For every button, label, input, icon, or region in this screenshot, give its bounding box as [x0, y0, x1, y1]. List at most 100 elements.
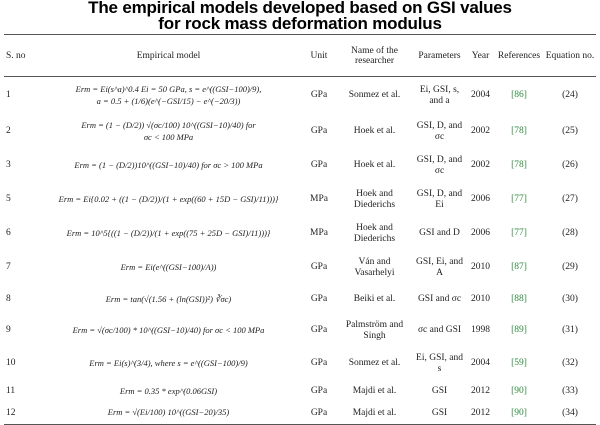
- cell-equation-text: (32): [562, 358, 578, 368]
- reference-link[interactable]: [77]: [511, 194, 527, 204]
- cell-reference: [77]: [494, 217, 544, 251]
- cell-year: 2012: [467, 402, 494, 425]
- cell-unit-text: GPa: [310, 126, 328, 136]
- cell-parameters-text: GSI: [431, 386, 448, 396]
- cell-researcher-text: Hoek et al.: [353, 160, 396, 170]
- cell-year-text: 2012: [471, 407, 490, 418]
- header-year: Year: [467, 34, 494, 77]
- reference-link[interactable]: [90]: [511, 386, 527, 396]
- table-row: 11 Erm = 0.35 * exp^(0.06GSI) GPa Majdi et …: [4, 381, 596, 403]
- cell-parameters: GSI, Ei, and A: [412, 251, 467, 285]
- cell-researcher: Ván and Vasarhelyi: [337, 251, 412, 285]
- cell-reference: [86]: [494, 77, 544, 115]
- cell-no-text: 9: [6, 325, 11, 335]
- cell-unit: GPa: [301, 77, 337, 115]
- cell-model-text: Erm = Ei(e^((GSI−100)/A)): [120, 261, 217, 272]
- cell-parameters-text: Ei: [435, 199, 444, 210]
- cell-year-text: 2010: [471, 294, 490, 304]
- cell-equation: (32): [544, 347, 596, 381]
- cell-model: Erm = 0.35 * exp^(0.06GSI): [36, 381, 301, 403]
- reference-link[interactable]: [89]: [511, 325, 527, 335]
- cell-model-text: Erm = Ei{0.02 + ((1 − (D/2))/(1 + exp((6…: [58, 193, 279, 204]
- cell-unit-text: GPa: [310, 358, 328, 368]
- cell-parameters: GSI, D, and Ei: [412, 183, 467, 217]
- cell-parameters: GSI and σc: [412, 285, 467, 315]
- cell-unit: GPa: [301, 315, 337, 347]
- cell-researcher: Sonmez et al.: [337, 77, 412, 115]
- table-row: 12 Erm = √(Ei/100) 10^((GSI−20)/35) GPa Maj…: [4, 402, 596, 425]
- cell-equation: (34): [544, 402, 596, 425]
- cell-unit: GPa: [301, 347, 337, 381]
- reference-link[interactable]: [78]: [511, 126, 527, 136]
- cell-no-text: 2: [6, 126, 11, 136]
- cell-reference: [87]: [494, 251, 544, 285]
- cell-unit-text: MPa: [310, 228, 328, 238]
- page-title: The empirical models developed based on …: [0, 0, 600, 32]
- cell-no: 7: [4, 251, 36, 285]
- cell-reference: [90]: [494, 381, 544, 403]
- cell-no-text: 3: [6, 160, 11, 170]
- cell-reference: [88]: [494, 285, 544, 315]
- cell-researcher: Hoek and Diederichs: [337, 183, 412, 217]
- cell-no-text: 11: [6, 386, 16, 396]
- cell-parameters-text: GSI, D, and: [416, 154, 463, 165]
- table-row: 2 Erm = (1 − (D/2)) √(σc/100) 10^((GSI−10…: [4, 115, 596, 149]
- cell-equation-text: (26): [562, 160, 578, 170]
- cell-unit-text: GPa: [310, 386, 328, 396]
- cell-year: 2002: [467, 149, 494, 183]
- cell-parameters-text: σc and GSI: [417, 325, 462, 335]
- header-row: S. no Empirical model Unit Name of the r…: [4, 34, 596, 77]
- cell-model-text: σc < 100 MPa: [143, 131, 194, 142]
- cell-no-text: 12: [6, 407, 16, 418]
- cell-model: Erm = (1 − (D/2))10^((GSI−10)/40) for σc…: [36, 149, 301, 183]
- reference-link[interactable]: [77]: [511, 228, 527, 238]
- cell-year: 2004: [467, 77, 494, 115]
- cell-model: Erm = Ei(s^a)^0.4 Ei = 50 GPa, s = e^((G…: [36, 77, 301, 115]
- reference-link[interactable]: [86]: [511, 90, 527, 101]
- cell-no-text: 7: [6, 262, 11, 272]
- reference-link[interactable]: [87]: [511, 262, 527, 272]
- cell-parameters-text: Ei, GSI, s,: [419, 84, 460, 95]
- cell-researcher-text: Sonmez et al.: [348, 358, 401, 368]
- header-researcher: Name of the researcher: [337, 34, 412, 77]
- cell-year: 2002: [467, 115, 494, 149]
- cell-researcher: Palmström and Singh: [337, 315, 412, 347]
- cell-unit: MPa: [301, 217, 337, 251]
- cell-year: 2010: [467, 251, 494, 285]
- cell-model-text: Erm = 0.35 * exp^(0.06GSI): [119, 385, 218, 396]
- cell-year-text: 2002: [471, 160, 490, 170]
- cell-researcher: Majdi et al.: [337, 381, 412, 403]
- reference-link[interactable]: [59]: [511, 358, 527, 368]
- cell-researcher-text: Hoek and: [356, 188, 393, 199]
- reference-link[interactable]: [90]: [511, 407, 527, 418]
- cell-year-text: 2002: [471, 126, 490, 136]
- cell-model-text: a = 0.5 + (1/6)(e^(−GSI/15) − e^(−20/3)): [96, 95, 241, 106]
- cell-no-text: 8: [6, 294, 11, 304]
- reference-link[interactable]: [88]: [511, 294, 527, 304]
- reference-link[interactable]: [78]: [511, 160, 527, 170]
- cell-no: 11: [4, 381, 36, 403]
- cell-parameters-text: GSI and D: [419, 228, 460, 238]
- header-model: Empirical model: [36, 34, 301, 77]
- cell-parameters-text: σc: [434, 165, 445, 176]
- cell-parameters: Ei, GSI, s, and a: [412, 77, 467, 115]
- cell-year: 2006: [467, 217, 494, 251]
- cell-year-text: 2010: [471, 262, 490, 272]
- cell-reference: [77]: [494, 183, 544, 217]
- cell-year: 2004: [467, 347, 494, 381]
- cell-year: 2010: [467, 285, 494, 315]
- table-row: 9 Erm = √(σc/100) * 10^((GSI−10)/40) for …: [4, 315, 596, 347]
- cell-year-text: 2006: [471, 228, 490, 238]
- cell-researcher-text: Hoek and: [356, 222, 393, 233]
- cell-year-text: 2006: [471, 194, 490, 204]
- cell-no: 5: [4, 183, 36, 217]
- cell-model: Erm = (1 − (D/2)) √(σc/100) 10^((GSI−10)…: [36, 115, 301, 149]
- cell-model: Erm = tan(√(1.56 + (ln(GSI))²) ∛σc): [36, 285, 301, 315]
- header-unit: Unit: [301, 34, 337, 77]
- cell-researcher-text: Vasarhelyi: [354, 267, 395, 278]
- table-row: 3 Erm = (1 − (D/2))10^((GSI−10)/40) for σ…: [4, 149, 596, 183]
- cell-year-text: 2012: [471, 386, 490, 396]
- cell-equation: (30): [544, 285, 596, 315]
- table-row: 7 Erm = Ei(e^((GSI−100)/A)) GPa Ván and Vasa…: [4, 251, 596, 285]
- cell-model: Erm = Ei(s)^(3/4), where s = e^((GSI−100…: [36, 347, 301, 381]
